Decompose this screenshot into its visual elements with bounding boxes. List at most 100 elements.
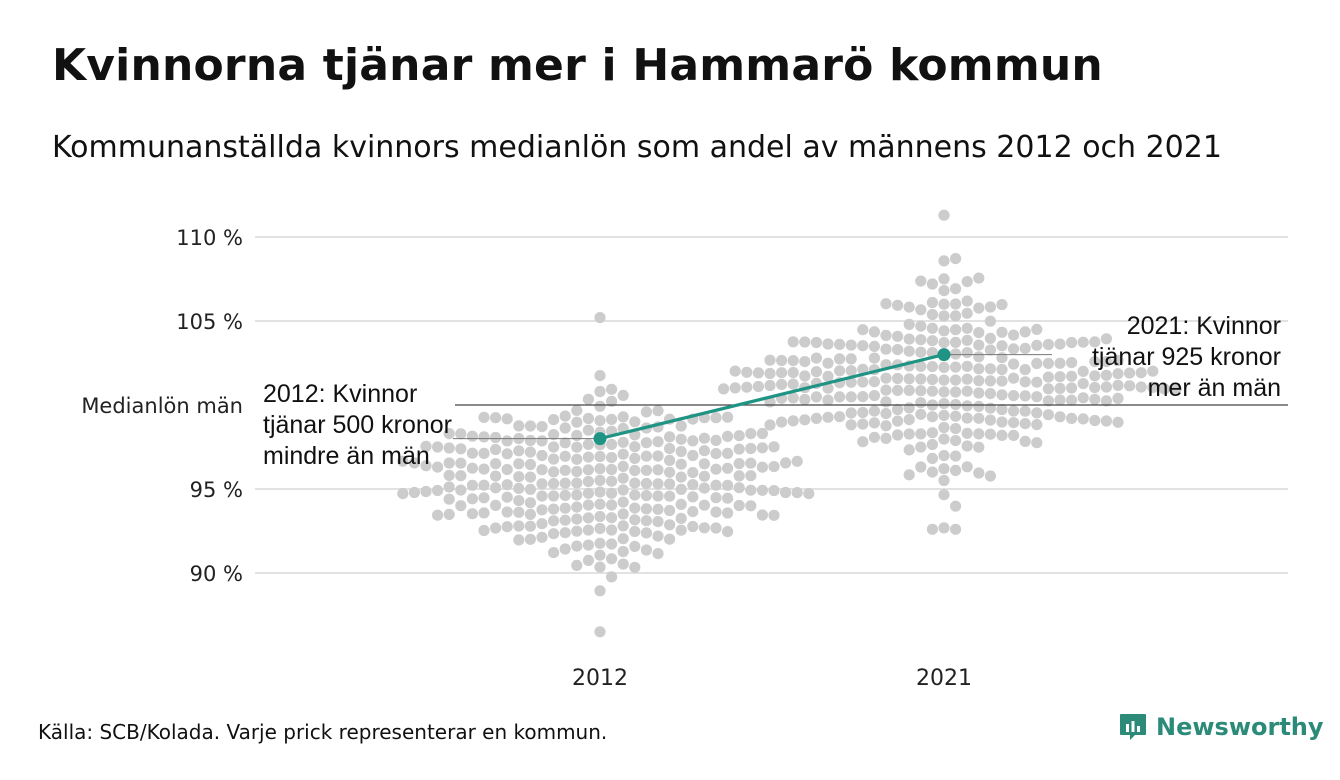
municipality-dot-2012 xyxy=(606,463,618,476)
municipality-dot-2021 xyxy=(984,470,997,482)
reference-line-label: Medianlön män xyxy=(81,394,243,418)
municipality-dot-2021 xyxy=(834,338,846,350)
municipality-dot-2012 xyxy=(594,463,606,475)
municipality-dot-2021 xyxy=(1042,409,1054,421)
municipality-dot-2012 xyxy=(652,450,664,462)
municipality-dot-2012 xyxy=(629,514,641,526)
municipality-dot-2021 xyxy=(868,376,881,388)
municipality-dot-2021 xyxy=(915,346,927,358)
municipality-dot-2021 xyxy=(1008,417,1020,429)
municipality-dot-2021 xyxy=(903,318,915,330)
municipality-dot-2021 xyxy=(752,380,765,393)
municipality-dot-2021 xyxy=(1031,419,1043,431)
municipality-dot-2021 xyxy=(973,400,985,412)
municipality-dot-2021 xyxy=(938,209,950,221)
municipality-dot-2012 xyxy=(582,499,595,511)
municipality-dot-2012 xyxy=(478,431,490,443)
municipality-dot-2012 xyxy=(664,519,676,531)
municipality-dot-2012 xyxy=(675,483,687,495)
municipality-dot-2021 xyxy=(787,355,799,367)
municipality-dot-2021 xyxy=(1054,371,1066,383)
municipality-dot-2021 xyxy=(915,408,927,420)
municipality-dot-2021 xyxy=(996,403,1008,416)
municipality-dot-2021 xyxy=(1100,333,1112,345)
municipality-dot-2012 xyxy=(606,452,618,464)
municipality-dot-2012 xyxy=(745,457,757,469)
municipality-dot-2021 xyxy=(926,361,939,373)
municipality-dot-2021 xyxy=(961,347,973,359)
municipality-dot-2012 xyxy=(652,516,664,528)
municipality-dot-2021 xyxy=(938,310,950,322)
municipality-dot-2012 xyxy=(466,493,478,505)
municipality-dot-2012 xyxy=(710,463,722,475)
municipality-dot-2012 xyxy=(501,435,513,447)
municipality-dot-2021 xyxy=(799,370,811,382)
municipality-dot-2021 xyxy=(938,433,950,445)
municipality-dot-2012 xyxy=(652,464,664,476)
municipality-dot-2021 xyxy=(961,400,973,412)
municipality-dot-2012 xyxy=(687,467,699,479)
municipality-dot-2021 xyxy=(961,440,973,452)
municipality-dot-2021 xyxy=(787,336,799,348)
municipality-dot-2021 xyxy=(845,391,857,403)
municipality-dot-2021 xyxy=(1019,364,1031,376)
municipality-dot-2021 xyxy=(868,352,881,364)
municipality-dot-2021 xyxy=(926,278,939,290)
municipality-dot-2021 xyxy=(950,500,962,512)
municipality-dot-2021 xyxy=(938,273,950,285)
municipality-dot-2012 xyxy=(408,457,420,469)
municipality-dot-2021 xyxy=(1054,338,1066,350)
municipality-dot-2021 xyxy=(973,428,985,440)
municipality-dot-2021 xyxy=(764,354,776,366)
municipality-dot-2012 xyxy=(432,484,444,497)
municipality-dot-2012 xyxy=(640,503,653,515)
municipality-dot-2021 xyxy=(1066,357,1078,369)
municipality-dot-2012 xyxy=(675,433,687,445)
municipality-dot-2021 xyxy=(984,388,997,400)
municipality-dot-2012 xyxy=(443,469,455,481)
municipality-dot-2021 xyxy=(892,403,904,416)
municipality-dot-2012 xyxy=(548,429,560,441)
municipality-dot-2012 xyxy=(722,462,734,474)
municipality-dot-2012 xyxy=(548,414,560,426)
municipality-dot-2012 xyxy=(501,463,513,476)
municipality-dot-2012 xyxy=(745,470,757,482)
municipality-dot-2012 xyxy=(501,413,513,425)
municipality-dot-2012 xyxy=(548,528,560,540)
municipality-dot-2021 xyxy=(938,398,950,410)
municipality-dot-2012 xyxy=(536,421,548,433)
municipality-dot-2012 xyxy=(629,477,641,489)
municipality-dot-2012 xyxy=(698,445,711,457)
municipality-dot-2012 xyxy=(548,503,560,515)
municipality-dot-2021 xyxy=(1077,392,1089,404)
municipality-dot-2012 xyxy=(652,503,664,515)
municipality-dot-2021 xyxy=(799,336,811,348)
municipality-dot-2012 xyxy=(443,428,455,440)
municipality-dot-2021 xyxy=(903,428,915,440)
municipality-dot-2021 xyxy=(915,397,927,409)
municipality-dot-2012 xyxy=(524,471,537,483)
municipality-dot-2012 xyxy=(652,478,664,490)
municipality-dot-2012 xyxy=(606,499,618,511)
municipality-dot-2012 xyxy=(617,436,629,448)
municipality-dot-2021 xyxy=(1089,393,1101,405)
municipality-dot-2012 xyxy=(455,500,467,512)
municipality-dot-2021 xyxy=(892,429,904,441)
municipality-dot-2021 xyxy=(1042,338,1054,351)
municipality-dot-2012 xyxy=(443,457,455,469)
municipality-dot-2021 xyxy=(1008,405,1020,417)
municipality-dot-2021 xyxy=(950,253,962,265)
municipality-dot-2021 xyxy=(996,363,1008,376)
municipality-dot-2012 xyxy=(524,520,537,532)
municipality-dot-2012 xyxy=(617,558,629,570)
municipality-dot-2021 xyxy=(984,375,997,387)
municipality-dot-2012 xyxy=(606,487,618,499)
municipality-dot-2021 xyxy=(1066,336,1078,349)
municipality-dot-2012 xyxy=(617,484,629,496)
municipality-dot-2012 xyxy=(606,475,618,487)
municipality-dot-2012 xyxy=(780,486,792,499)
municipality-dot-2021 xyxy=(1008,358,1020,370)
municipality-dot-2021 xyxy=(973,272,985,284)
municipality-dot-2021 xyxy=(961,461,973,473)
municipality-dot-2021 xyxy=(926,322,939,334)
